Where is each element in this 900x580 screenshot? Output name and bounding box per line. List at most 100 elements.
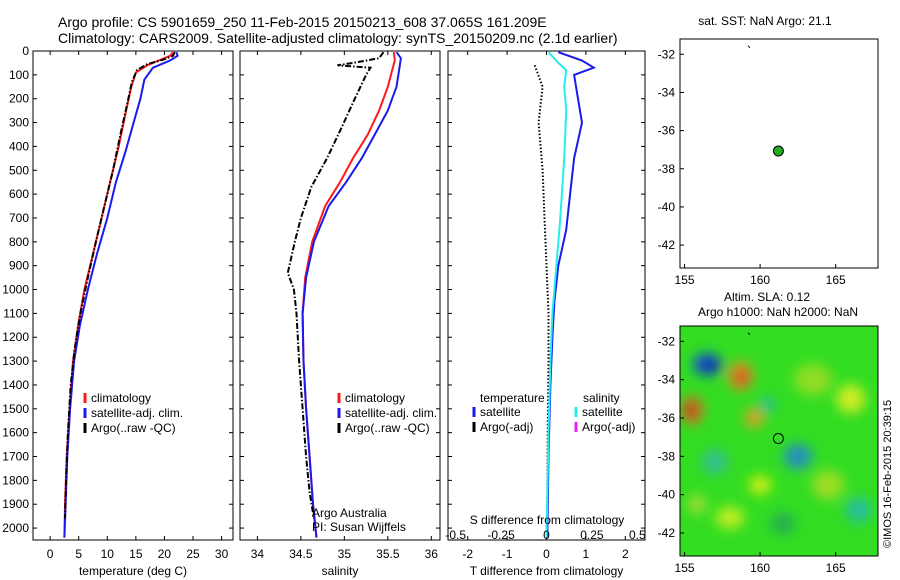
argo-location-marker xyxy=(772,433,784,445)
heatmap-cell xyxy=(744,408,764,428)
y-tick-label: 1300 xyxy=(2,354,29,368)
map-y-tick-label: -34 xyxy=(658,373,676,387)
sla-map-title-line1: Altim. SLA: 0.12 xyxy=(724,290,810,304)
plot-frame xyxy=(447,50,646,541)
legend-entry: Argo(-adj) xyxy=(480,420,533,434)
heatmap-cell xyxy=(845,497,872,523)
coastline xyxy=(747,332,751,336)
heatmap-cell xyxy=(703,359,720,373)
y-tick-label: 900 xyxy=(9,259,29,273)
map-x-tick-label: 165 xyxy=(826,561,846,575)
legend-entry: satellite-adj. clim. xyxy=(345,406,437,420)
y-tick-label: 300 xyxy=(9,116,29,130)
map-x-tick-label: 165 xyxy=(826,273,846,287)
map-y-tick-label: -40 xyxy=(658,200,676,214)
x-tick-label-s: 0 xyxy=(543,528,550,542)
x-tick-label-s: -0.5 xyxy=(445,528,466,542)
heatmap-cell xyxy=(735,369,749,386)
sla-map-title-line2: Argo h1000: NaN h2000: NaN xyxy=(698,305,858,319)
heatmap-cell xyxy=(793,363,833,396)
legend-entry: satellite xyxy=(582,405,623,419)
argo-location-marker xyxy=(772,145,784,157)
y-tick-label: 1600 xyxy=(2,426,29,440)
series-satellite-adj-clim- xyxy=(63,51,179,538)
x-tick-label: 20 xyxy=(158,547,172,561)
x-tick-label: 5 xyxy=(75,547,82,561)
x-tick-label-s: 0.25 xyxy=(580,528,604,542)
y-tick-label: 400 xyxy=(9,139,29,153)
y-tick-label: 600 xyxy=(9,187,29,201)
annotation-pi: PI: Susan Wijffels xyxy=(312,520,406,534)
legend-entry: satellite-adj. clim. xyxy=(91,406,183,420)
legend-entry: Argo(..raw -QC) xyxy=(345,421,430,435)
x-tick-label: 35 xyxy=(338,547,352,561)
map-y-tick-label: -40 xyxy=(658,488,676,502)
series-salinity-satellite xyxy=(545,51,568,538)
imos-timestamp: ©IMOS 16-Feb-2015 20:39:15 xyxy=(882,400,894,548)
map-x-tick-label: 155 xyxy=(675,561,695,575)
map-y-tick-label: -32 xyxy=(658,334,676,348)
legend-title-salinity: salinity xyxy=(583,391,620,405)
x-axis-label: T difference from climatology xyxy=(470,564,624,578)
y-tick-label: 1700 xyxy=(2,450,29,464)
legend-entry: satellite xyxy=(480,405,521,419)
y-tick-label: 100 xyxy=(9,68,29,82)
y-tick-label: 2000 xyxy=(2,521,29,535)
legend-entry: Argo(-adj) xyxy=(582,420,635,434)
x-tick-label: 0 xyxy=(47,547,54,561)
map-frame xyxy=(679,325,879,557)
heatmap-cell xyxy=(748,475,772,495)
heatmap-cell xyxy=(701,449,728,475)
plot-frame xyxy=(239,50,441,541)
y-tick-label: 500 xyxy=(9,163,29,177)
x-tick-label: 0 xyxy=(543,547,550,561)
x-axis-label: salinity xyxy=(322,564,359,578)
series-satellite-adj-clim- xyxy=(301,51,402,538)
map-frame xyxy=(679,38,879,269)
heatmap-cell xyxy=(685,403,696,417)
y-tick-label: 1500 xyxy=(2,402,29,416)
map-y-tick-label: -34 xyxy=(658,85,676,99)
annotation-argo-australia: Argo Australia xyxy=(312,506,387,520)
heatmap-blobs xyxy=(680,353,872,535)
salinity-panel: 34 34.5 35 35.5 36 salinity climatologysatelli… xyxy=(239,50,441,578)
map-x-tick-label: 160 xyxy=(750,561,770,575)
map-x-tick-label: 155 xyxy=(675,273,695,287)
heatmap-cell xyxy=(783,443,813,470)
map-y-tick-label: -32 xyxy=(658,47,676,61)
y-tick-label: 200 xyxy=(9,92,29,106)
x-tick-label: -1 xyxy=(502,547,513,561)
map-y-tick-label: -36 xyxy=(658,411,676,425)
x-tick-label-s: 0.5 xyxy=(629,528,646,542)
x-tick-label: 35.5 xyxy=(376,547,400,561)
x-tick-label: 30 xyxy=(215,547,229,561)
y-tick-label: 700 xyxy=(9,211,29,225)
heatmap-cell xyxy=(715,506,745,529)
y-tick-label: 1400 xyxy=(2,378,29,392)
y-tick-label: 800 xyxy=(9,235,29,249)
map-y-tick-label: -38 xyxy=(658,449,676,463)
series-argo-raw-qc- xyxy=(64,51,176,519)
y-tick-label: 1800 xyxy=(2,473,29,487)
legend-title-temperature: temperature xyxy=(480,391,545,405)
x-tick-label: 34 xyxy=(251,547,265,561)
heatmap-cell xyxy=(769,512,796,535)
map-y-tick-label: -36 xyxy=(658,124,676,138)
x-tick-label: -2 xyxy=(462,547,473,561)
x-tick-label: 25 xyxy=(186,547,200,561)
x-axis-label-s: S difference from climatology xyxy=(470,513,625,527)
sst-map-title: sat. SST: NaN Argo: 21.1 xyxy=(698,14,832,28)
coastline xyxy=(747,45,751,49)
legend-entry: Argo(..raw -QC) xyxy=(91,421,176,435)
heatmap-cell xyxy=(812,470,845,500)
x-tick-label: 2 xyxy=(622,547,629,561)
figure-title-line2: Climatology: CARS2009. Satellite-adjuste… xyxy=(58,30,618,46)
series-argo-raw-qc- xyxy=(286,51,385,519)
y-tick-label: 1200 xyxy=(2,330,29,344)
y-tick-label: 1900 xyxy=(2,497,29,511)
map-x-tick-label: 160 xyxy=(750,273,770,287)
x-tick-label: 15 xyxy=(129,547,143,561)
y-tick-label: 1000 xyxy=(2,283,29,297)
heatmap-cell xyxy=(836,384,866,414)
